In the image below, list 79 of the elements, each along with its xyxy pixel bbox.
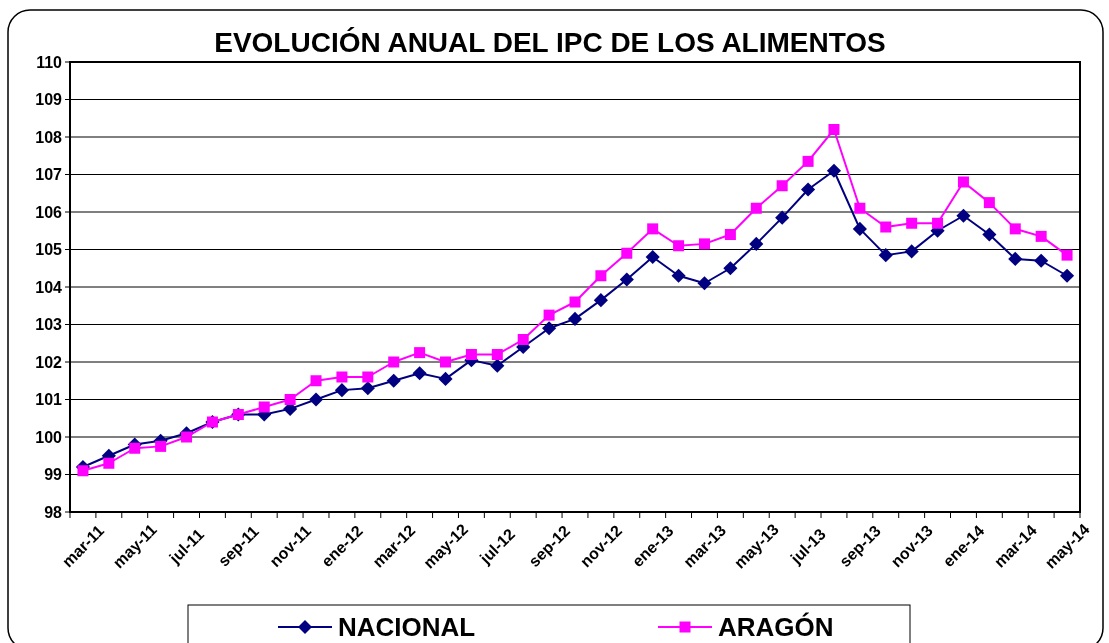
point <box>258 401 270 413</box>
point <box>619 272 634 287</box>
point <box>440 356 452 368</box>
point <box>388 356 400 368</box>
point <box>360 381 375 396</box>
point <box>517 334 529 345</box>
point <box>906 217 918 229</box>
point <box>1059 268 1075 283</box>
y-tick-label: 110 <box>36 53 63 71</box>
point <box>647 223 659 235</box>
point <box>749 236 764 251</box>
point <box>362 371 374 383</box>
y-tick-label: 108 <box>35 128 63 146</box>
point <box>802 155 814 167</box>
y-tick-label: 105 <box>35 241 63 259</box>
point <box>932 217 944 229</box>
point <box>284 394 296 405</box>
point <box>542 321 557 336</box>
point <box>412 366 427 381</box>
point <box>645 249 660 265</box>
point <box>957 176 969 188</box>
point <box>1009 223 1021 235</box>
point <box>775 210 790 225</box>
point <box>77 465 89 477</box>
point <box>1008 251 1023 266</box>
point <box>878 248 893 263</box>
point <box>854 202 866 214</box>
point <box>801 182 816 197</box>
point <box>1035 230 1047 242</box>
point <box>569 296 581 308</box>
legend-label: NACIONAL <box>338 612 476 643</box>
point <box>491 349 503 360</box>
point <box>181 431 193 443</box>
point <box>310 375 322 387</box>
point <box>1034 253 1049 268</box>
point <box>697 276 712 291</box>
point <box>103 457 115 469</box>
point <box>593 293 608 308</box>
y-tick-label: 98 <box>44 503 63 521</box>
point <box>129 442 141 454</box>
point <box>880 221 892 233</box>
point <box>386 373 401 388</box>
y-tick-label: 109 <box>35 91 63 109</box>
point <box>334 383 349 398</box>
chart-title: EVOLUCIÓN ANUAL DEL IPC DE LOS ALIMENTOS <box>214 27 886 58</box>
y-tick-label: 101 <box>35 391 63 409</box>
point <box>414 347 426 359</box>
point <box>336 371 348 383</box>
y-tick-label: 106 <box>35 203 63 221</box>
y-tick-label: 102 <box>35 353 63 371</box>
point <box>673 240 685 252</box>
point <box>155 440 167 452</box>
point <box>595 270 607 282</box>
point <box>621 247 633 259</box>
point <box>852 221 867 236</box>
point <box>465 349 477 360</box>
point <box>1061 249 1073 261</box>
point <box>698 238 710 250</box>
legend-label: ARAGÓN <box>718 612 834 643</box>
point <box>750 202 762 214</box>
y-tick-label: 103 <box>35 316 63 334</box>
point <box>438 371 453 386</box>
point <box>826 163 842 178</box>
point <box>956 208 971 223</box>
point <box>490 358 505 373</box>
point <box>982 227 997 242</box>
point <box>983 197 995 209</box>
point <box>724 229 736 240</box>
point <box>776 180 788 192</box>
point <box>308 392 324 407</box>
point <box>671 268 686 283</box>
point <box>543 309 555 321</box>
y-tick-label: 107 <box>35 166 63 184</box>
y-tick-label: 104 <box>35 278 63 296</box>
point <box>567 311 583 326</box>
y-tick-label: 100 <box>35 428 63 446</box>
y-tick-label: 99 <box>44 466 63 484</box>
point <box>828 124 840 135</box>
point <box>723 261 738 276</box>
